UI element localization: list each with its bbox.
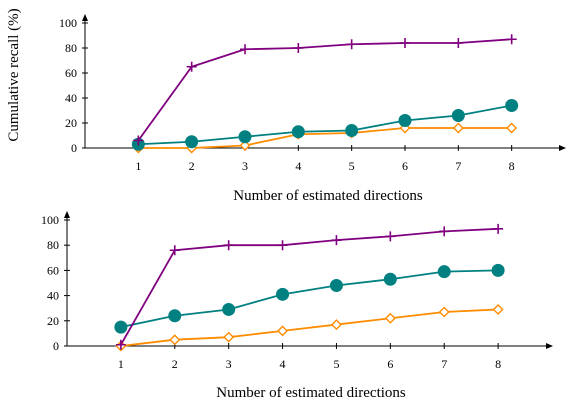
- plus-marker: [133, 135, 144, 146]
- x-tick-label: 2: [189, 159, 195, 173]
- x-tick-label: 2: [172, 357, 178, 371]
- y-tick-label: 60: [47, 263, 59, 277]
- plus-marker: [169, 245, 180, 256]
- x-axis-arrow: [559, 145, 566, 151]
- circle-marker: [168, 309, 182, 323]
- y-tick-label: 40: [47, 289, 59, 303]
- x-axis-title: Number of estimated directions: [216, 385, 406, 401]
- y-tick-label: 80: [65, 41, 77, 55]
- chart-bottom: Number of estimated directions 0 20 40 60 80…: [41, 211, 553, 401]
- circle-marker: [222, 302, 236, 316]
- plus-marker: [293, 43, 304, 53]
- series-line: [120, 308, 499, 347]
- circle-marker: [398, 114, 412, 127]
- plus-marker: [453, 38, 464, 48]
- chart-top: Cumulative recall (%) Number of estimate…: [6, 8, 566, 204]
- circle-marker: [437, 265, 451, 279]
- x-tick-label: 6: [387, 357, 393, 371]
- circle-marker: [114, 320, 128, 334]
- series-circle: [114, 263, 505, 334]
- plus-marker: [506, 34, 517, 45]
- diamond-marker: [438, 306, 450, 318]
- circle-marker: [491, 263, 505, 277]
- y-tick-label: 0: [71, 141, 77, 155]
- circle-marker: [291, 125, 305, 139]
- plus-marker: [186, 61, 197, 72]
- diamond-marker: [452, 122, 464, 134]
- x-tick-label: 4: [295, 159, 301, 173]
- y-tick-label: 60: [65, 66, 77, 80]
- circle-marker: [238, 130, 252, 144]
- circle-marker: [451, 109, 465, 122]
- x-tick-label: 1: [135, 159, 141, 173]
- x-tick-label: 5: [349, 159, 355, 173]
- circle-marker: [383, 272, 397, 286]
- plus-marker: [240, 44, 250, 55]
- series-line: [120, 227, 499, 346]
- y-axis-title: Cumulative recall (%): [6, 8, 22, 141]
- diamond-marker: [330, 319, 342, 331]
- x-tick-label: 7: [441, 357, 447, 371]
- y-tick-label: 20: [47, 314, 59, 328]
- y-tick-label: 100: [59, 16, 77, 30]
- diamond-marker: [384, 312, 396, 324]
- y-tick-label: 0: [53, 339, 59, 353]
- x-axis-title: Number of estimated directions: [233, 188, 423, 204]
- diamond-marker: [223, 331, 235, 343]
- plus-marker: [277, 240, 288, 251]
- series-line: [137, 38, 512, 142]
- x-tick-label: 3: [226, 357, 232, 371]
- x-tick-label: 3: [242, 159, 248, 173]
- diamond-marker: [169, 334, 181, 346]
- circle-marker: [505, 99, 519, 112]
- x-tick-label: 5: [333, 357, 339, 371]
- y-tick-label: 100: [41, 213, 59, 227]
- plus-marker: [223, 240, 234, 251]
- y-tick-label: 40: [65, 91, 77, 105]
- circle-marker: [329, 279, 343, 293]
- plus-marker: [493, 223, 504, 234]
- x-tick-label: 1: [118, 357, 124, 371]
- plus-marker: [331, 235, 342, 246]
- plus-marker: [385, 231, 396, 242]
- x-tick-label: 6: [402, 159, 408, 173]
- circle-marker: [345, 124, 359, 137]
- series-diamond: [115, 303, 504, 352]
- diamond-marker: [506, 122, 518, 134]
- y-tick-label: 20: [65, 116, 77, 130]
- series-plus: [115, 223, 504, 350]
- x-tick-label: 8: [509, 159, 515, 173]
- y-axis-arrow: [64, 211, 70, 218]
- series-line: [138, 127, 512, 149]
- y-tick-label: 80: [47, 238, 59, 252]
- plus-marker: [115, 339, 126, 350]
- diamond-marker: [492, 303, 504, 315]
- plus-marker: [439, 226, 450, 237]
- diamond-marker: [239, 140, 251, 151]
- diamond-marker: [277, 325, 289, 337]
- x-tick-label: 7: [455, 159, 461, 173]
- x-tick-label: 8: [495, 357, 501, 371]
- series-plus: [133, 34, 517, 146]
- x-axis-arrow: [546, 343, 553, 349]
- series-line: [138, 104, 512, 146]
- plus-marker: [400, 38, 410, 48]
- y-axis-arrow: [82, 14, 88, 21]
- x-tick-label: 4: [280, 357, 286, 371]
- series-line: [120, 269, 499, 328]
- circle-marker: [276, 287, 290, 301]
- plus-marker: [346, 39, 357, 50]
- circle-marker: [185, 135, 199, 149]
